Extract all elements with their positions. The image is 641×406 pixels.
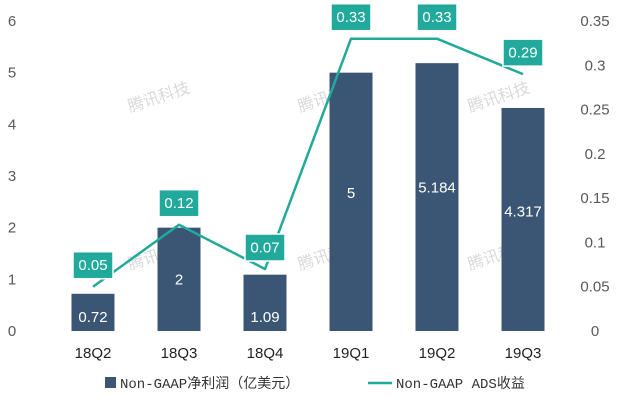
legend-swatch-bar [105,377,116,388]
bar [157,227,201,331]
right-axis-tick: 0.3 [585,57,606,74]
line-value-label: 0.33 [330,2,372,32]
line-series: 0.05 0.12 0.07 0.33 0.33 0.29 [72,2,544,288]
legend: Non-GAAP净利润（亿美元） Non-GAAP ADS收益 [105,376,525,393]
bar-value-label: 4.317 [504,204,542,221]
line-value-text: 0.12 [164,195,193,212]
category-label: 18Q4 [247,345,284,362]
line-value-box [416,2,458,32]
bar-value-label: 5 [347,185,355,202]
line-value-text: 0.33 [422,9,451,26]
category-axis: 18Q2 18Q3 18Q4 19Q1 19Q2 19Q3 [75,345,542,362]
line-value-label: 0.05 [72,250,114,280]
bar-series: 0.72 2 1.09 5 5.184 4.317 [71,63,545,332]
left-axis-tick: 5 [8,65,16,82]
category-label: 18Q2 [75,345,112,362]
line-value-box [72,250,114,280]
bar [501,107,545,331]
line-path [92,37,524,288]
left-axis-tick: 1 [8,271,16,288]
right-axis-tick: 0.1 [585,234,606,251]
left-axis-tick: 2 [8,220,16,237]
right-axis-tick: 0.25 [580,102,609,119]
line-value-text: 0.05 [78,257,107,274]
legend-label-bar: Non-GAAP净利润（亿美元） [120,376,299,393]
bar-value-label: 2 [175,271,183,288]
left-axis-tick: 4 [8,116,16,133]
bar-value-label: 5.184 [418,180,456,197]
right-axis: 0 0.05 0.1 0.15 0.2 0.25 0.3 0.35 [580,13,609,340]
bar [415,63,459,331]
left-axis-tick: 6 [8,13,16,30]
watermark-text: 腾讯科技 [125,78,192,116]
line-value-box [244,233,286,262]
left-axis-tick: 3 [8,168,16,185]
bar [329,72,373,332]
bar-value-label: 1.09 [250,309,279,326]
left-axis-tick: 0 [8,323,16,340]
line-value-text: 0.07 [250,240,279,257]
line-value-text: 0.29 [508,45,537,62]
category-label: 19Q1 [333,345,370,362]
bar [71,293,115,331]
line-value-label: 0.12 [158,188,200,218]
bar-value-label: 0.72 [78,309,107,326]
bar [243,274,287,331]
right-axis-tick: 0 [591,323,599,340]
category-label: 19Q2 [419,345,456,362]
line-value-text: 0.33 [336,9,365,26]
category-label: 19Q3 [505,345,542,362]
line-value-box [330,2,372,32]
line-value-label: 0.29 [502,38,544,67]
right-axis-tick: 0.05 [580,279,609,296]
right-axis-tick: 0.15 [580,190,609,207]
category-label: 18Q3 [161,345,198,362]
left-axis: 0 1 2 3 4 5 6 [8,13,16,340]
line-value-box [502,38,544,67]
line-value-label: 0.07 [244,233,286,262]
line-value-label: 0.33 [416,2,458,32]
right-axis-tick: 0.35 [580,13,609,30]
line-value-box [158,188,200,218]
right-axis-tick: 0.2 [585,146,606,163]
legend-label-line: Non-GAAP ADS收益 [396,376,525,393]
